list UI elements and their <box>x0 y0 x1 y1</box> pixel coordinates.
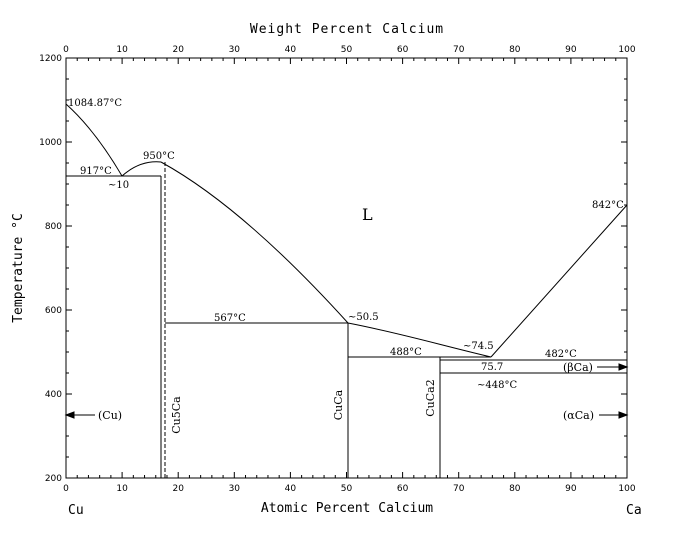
x-tick-label: 90 <box>565 484 577 494</box>
top-x-tick-label: 50 <box>341 45 353 55</box>
top-x-tick-label: 90 <box>565 45 577 55</box>
cu-liquidus-curve <box>65 103 123 177</box>
top-x-tick-label: 60 <box>397 45 409 55</box>
top-x-tick-label: 10 <box>116 45 128 55</box>
annotation-tilde-10: ~10 <box>108 180 129 191</box>
arrow-right-icon <box>618 363 629 371</box>
y-tick-label: 1000 <box>39 138 62 148</box>
axis-tick-labels: 0 10 20 30 40 50 60 70 80 90 1000 10 20 30 40 50 60 70 80 9… <box>39 45 636 494</box>
annotation-cu-melt: 1084.87°C <box>68 98 122 109</box>
x-tick-label: 10 <box>116 484 128 494</box>
liquid-label: L <box>362 205 373 224</box>
top-x-tick-label: 0 <box>63 45 69 55</box>
annotation-tilde-74-5: ~74.5 <box>463 341 494 352</box>
annotation-950: 950°C <box>143 151 175 162</box>
top-x-tick-label: 30 <box>229 45 241 55</box>
phase-label-cuca: CuCa <box>332 389 345 420</box>
phase-boundaries <box>65 103 628 478</box>
x-tick-label: 100 <box>618 484 635 494</box>
annotation-567: 567°C <box>214 313 246 324</box>
top-x-tick-label: 100 <box>618 45 635 55</box>
y-tick-label: 1200 <box>39 54 62 64</box>
left-element-label: Cu <box>68 503 84 518</box>
phase-label-cu5ca: Cu5Ca <box>170 396 183 434</box>
top-axis-title: Weight Percent Calcium <box>250 22 444 37</box>
bottom-axis-title: Atomic Percent Calcium <box>261 501 433 516</box>
ca-liquidus <box>490 204 628 358</box>
top-x-tick-label: 70 <box>453 45 465 55</box>
x-tick-label: 60 <box>397 484 409 494</box>
top-x-tick-label: 20 <box>172 45 184 55</box>
y-tick-label: 800 <box>45 222 62 232</box>
y-tick-label: 600 <box>45 306 62 316</box>
phase-arrows <box>64 363 629 419</box>
x-tick-label: 0 <box>63 484 69 494</box>
top-x-tick-label: 80 <box>509 45 521 55</box>
phase-labels: L (Cu) Cu5Ca CuCa CuCa2 (βCa) (αCa) <box>98 205 594 434</box>
phase-label-cuca2: CuCa2 <box>424 379 437 416</box>
right-element-label: Ca <box>626 503 642 518</box>
annotation-75-7: 75.7 <box>481 362 503 373</box>
x-tick-label: 50 <box>341 484 353 494</box>
arrow-right-icon <box>618 411 629 419</box>
plot-frame <box>65 57 628 479</box>
arrow-left-icon <box>64 411 75 419</box>
cuca-liquidus <box>347 322 492 358</box>
axis-ticks <box>65 57 628 479</box>
top-x-tick-label: 40 <box>285 45 297 55</box>
annotation-488: 488°C <box>390 347 422 358</box>
annotation-tilde-448: ~448°C <box>477 380 517 391</box>
x-tick-label: 70 <box>453 484 465 494</box>
annotation-482: 482°C <box>545 349 577 360</box>
x-tick-label: 40 <box>285 484 297 494</box>
y-tick-label: 400 <box>45 390 62 400</box>
annotation-842: 842°C <box>592 200 624 211</box>
phase-label-beta-ca: (βCa) <box>563 361 593 374</box>
y-tick-label: 200 <box>45 474 62 484</box>
phase-label-alpha-ca: (αCa) <box>563 409 594 422</box>
x-tick-label: 80 <box>509 484 521 494</box>
x-tick-label: 30 <box>229 484 241 494</box>
cu5ca-liquidus-right <box>160 161 349 324</box>
x-tick-label: 20 <box>172 484 184 494</box>
annotations: 1084.87°C 917°C ~10 950°C 567°C ~50.5 48… <box>68 98 624 391</box>
cu5ca-liquidus-left <box>121 161 162 177</box>
annotation-tilde-50-5: ~50.5 <box>348 312 379 323</box>
phase-label-cu: (Cu) <box>98 409 122 422</box>
annotation-917: 917°C <box>80 166 112 177</box>
y-axis-title: Temperature °C <box>11 213 26 323</box>
